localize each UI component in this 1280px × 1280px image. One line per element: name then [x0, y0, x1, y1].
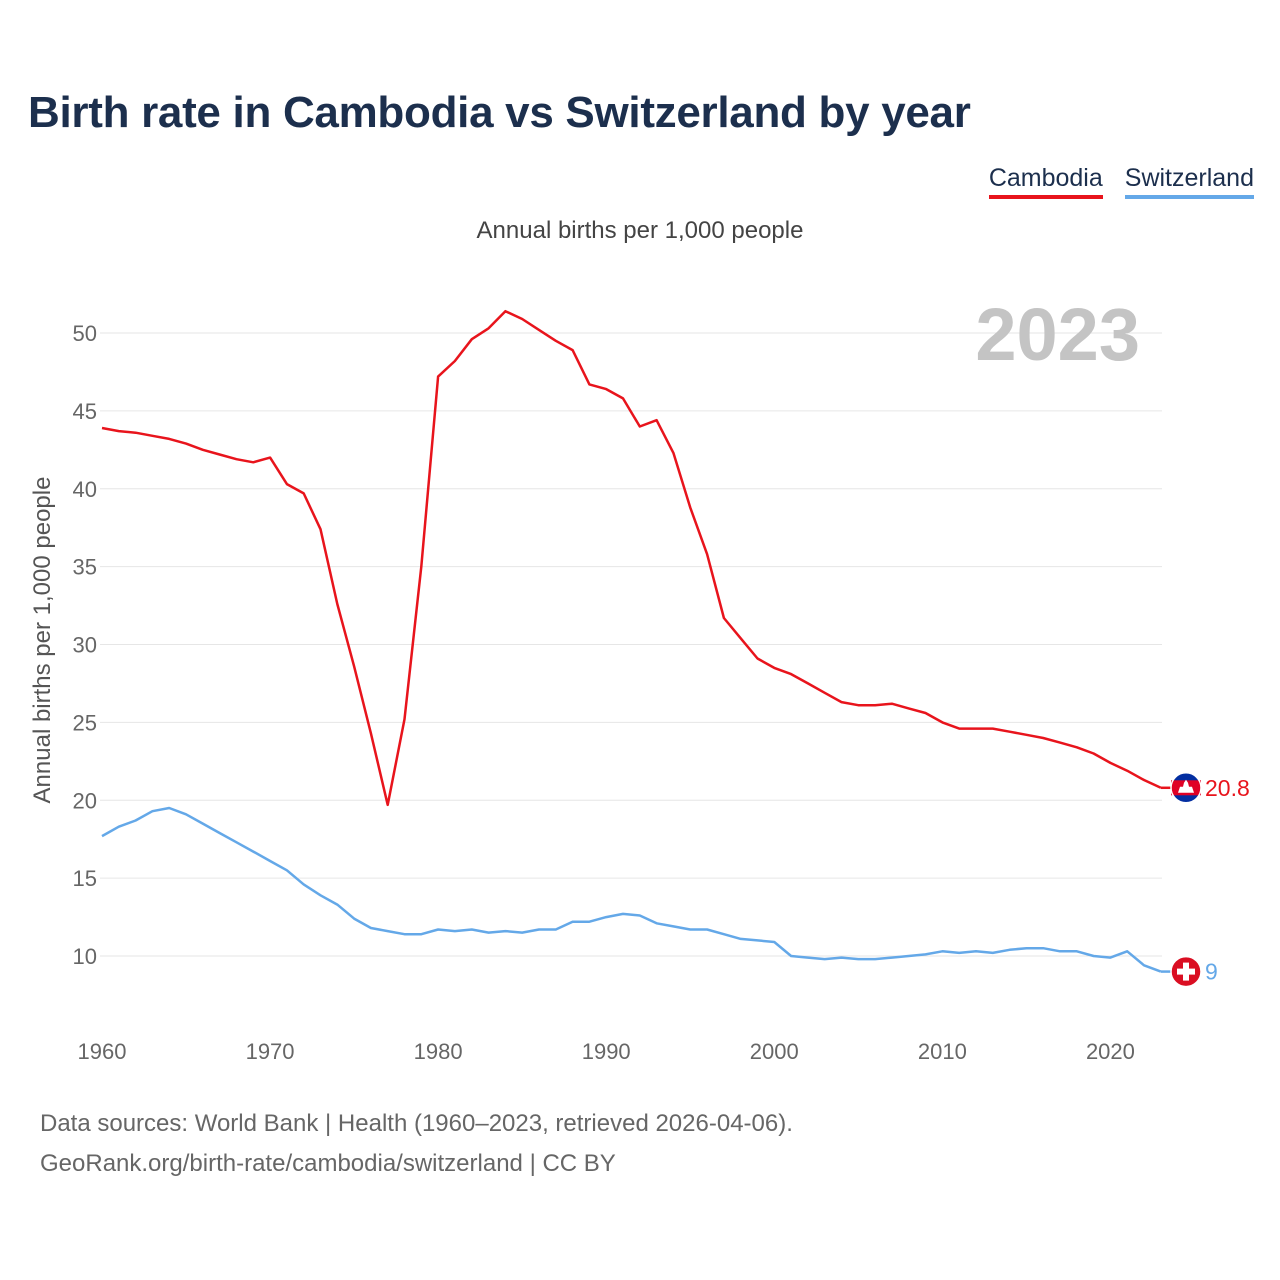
- end-value-label-switzerland: 9: [1205, 959, 1218, 985]
- line-chart: 10 15 20 25 30 35 40 45 50 1960 1970 1980 1990 2000 2…: [29, 293, 1250, 1064]
- series-line-cambodia: [101, 309, 1162, 807]
- x-tick-label-2010: 2010: [918, 1039, 967, 1064]
- x-tick-label-1960: 1960: [78, 1039, 127, 1064]
- series-lines: [101, 309, 1162, 973]
- x-tick-label-1980: 1980: [414, 1039, 463, 1064]
- y-axis-label: Annual births per 1,000 people: [29, 477, 56, 804]
- end-value-label-cambodia: 20.8: [1205, 775, 1250, 801]
- footer: Data sources: World Bank | Health (1960–…: [40, 1104, 793, 1184]
- chart-subtitle: Annual births per 1,000 people: [476, 217, 804, 244]
- y-tick-label-50: 50: [73, 321, 97, 346]
- current-year-display: 2023: [975, 293, 1140, 376]
- gridlines: [100, 332, 1162, 957]
- y-tick-label-45: 45: [73, 399, 97, 424]
- series-line-switzerland: [101, 806, 1162, 973]
- y-axis-ticks: 10 15 20 25 30 35 40 45 50: [73, 321, 97, 969]
- y-tick-label-20: 20: [73, 788, 97, 813]
- series-end-markers: 20.89: [1160, 772, 1250, 988]
- x-tick-label-1990: 1990: [582, 1039, 631, 1064]
- y-tick-label-40: 40: [73, 477, 97, 502]
- data-sources-note: Data sources: World Bank | Health (1960–…: [40, 1110, 793, 1137]
- y-tick-label-25: 25: [73, 710, 97, 735]
- x-tick-label-1970: 1970: [246, 1039, 295, 1064]
- source-url-license: GeoRank.org/birth-rate/cambodia/switzerl…: [40, 1150, 616, 1177]
- y-tick-label-30: 30: [73, 633, 97, 658]
- legend-item-cambodia[interactable]: Cambodia: [988, 164, 1103, 199]
- legend-item-switzerland[interactable]: Switzerland: [1124, 164, 1254, 199]
- x-tick-label-2000: 2000: [750, 1039, 799, 1064]
- y-tick-label-15: 15: [73, 866, 97, 891]
- y-tick-label-35: 35: [73, 555, 97, 580]
- legend: Cambodia Switzerland: [988, 164, 1254, 199]
- y-tick-label-10: 10: [73, 944, 97, 969]
- chart-title: Birth rate in Cambodia vs Switzerland by…: [28, 88, 971, 137]
- x-axis-ticks: 1960 1970 1980 1990 2000 2010 2020: [78, 1039, 1135, 1064]
- switzerland-flag-icon: [1170, 955, 1202, 988]
- cambodia-flag-icon: [1170, 772, 1202, 804]
- x-tick-label-2020: 2020: [1086, 1039, 1135, 1064]
